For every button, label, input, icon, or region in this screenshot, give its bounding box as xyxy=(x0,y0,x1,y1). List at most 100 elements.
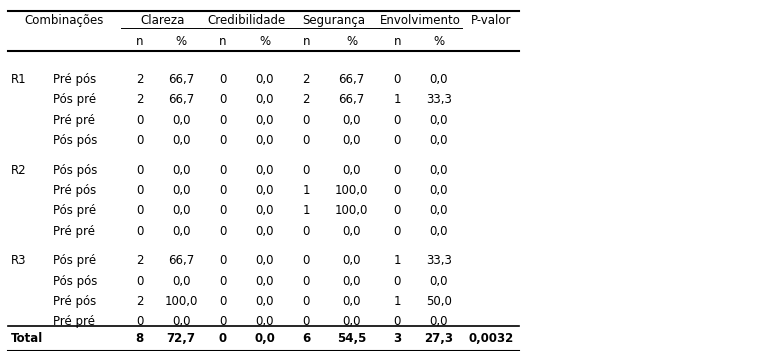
Text: 0,0: 0,0 xyxy=(255,164,274,177)
Text: 0,0: 0,0 xyxy=(255,204,274,217)
Text: n: n xyxy=(136,35,143,48)
Text: 0: 0 xyxy=(302,274,310,287)
Text: 2: 2 xyxy=(302,73,310,86)
Text: 0,0: 0,0 xyxy=(255,315,274,328)
Text: 0,0: 0,0 xyxy=(343,295,361,308)
Text: 50,0: 50,0 xyxy=(426,295,452,308)
Text: 0: 0 xyxy=(219,73,227,86)
Text: 2: 2 xyxy=(136,73,143,86)
Text: 0: 0 xyxy=(136,204,143,217)
Text: 2: 2 xyxy=(136,295,143,308)
Text: 66,7: 66,7 xyxy=(168,93,194,106)
Text: 0,0: 0,0 xyxy=(343,225,361,238)
Text: 0: 0 xyxy=(302,164,310,177)
Text: 3: 3 xyxy=(393,332,401,345)
Text: %: % xyxy=(346,35,357,48)
Text: 100,0: 100,0 xyxy=(335,184,368,197)
Text: 66,7: 66,7 xyxy=(339,93,365,106)
Text: 0: 0 xyxy=(393,134,401,147)
Text: P-valor: P-valor xyxy=(471,14,511,27)
Text: 0,0: 0,0 xyxy=(255,274,274,287)
Text: 0,0: 0,0 xyxy=(430,204,448,217)
Text: 0: 0 xyxy=(219,315,227,328)
Text: 0: 0 xyxy=(393,184,401,197)
Text: 0: 0 xyxy=(393,274,401,287)
Text: Pré pós: Pré pós xyxy=(53,73,96,86)
Text: n: n xyxy=(302,35,310,48)
Text: Pós pós: Pós pós xyxy=(53,134,98,147)
Text: 0,0: 0,0 xyxy=(343,254,361,267)
Text: 0,0032: 0,0032 xyxy=(468,332,513,345)
Text: 0,0: 0,0 xyxy=(430,114,448,127)
Text: 0: 0 xyxy=(219,204,227,217)
Text: 27,3: 27,3 xyxy=(424,332,453,345)
Text: Combinações: Combinações xyxy=(25,14,104,27)
Text: 0,0: 0,0 xyxy=(343,164,361,177)
Text: 1: 1 xyxy=(302,204,310,217)
Text: 0,0: 0,0 xyxy=(255,134,274,147)
Text: Credibilidade: Credibilidade xyxy=(207,14,286,27)
Text: 0,0: 0,0 xyxy=(343,114,361,127)
Text: 0,0: 0,0 xyxy=(430,274,448,287)
Text: %: % xyxy=(176,35,186,48)
Text: R1: R1 xyxy=(11,73,27,86)
Text: 0,0: 0,0 xyxy=(172,204,190,217)
Text: 54,5: 54,5 xyxy=(337,332,366,345)
Text: Pós pré: Pós pré xyxy=(53,204,96,217)
Text: Pós pré: Pós pré xyxy=(53,93,96,106)
Text: R3: R3 xyxy=(11,254,27,267)
Text: 0,0: 0,0 xyxy=(430,73,448,86)
Text: 0: 0 xyxy=(136,164,143,177)
Text: 0,0: 0,0 xyxy=(255,225,274,238)
Text: 0,0: 0,0 xyxy=(255,73,274,86)
Text: Pós pós: Pós pós xyxy=(53,164,98,177)
Text: 0,0: 0,0 xyxy=(255,184,274,197)
Text: 0: 0 xyxy=(136,274,143,287)
Text: 0: 0 xyxy=(136,225,143,238)
Text: 0: 0 xyxy=(219,274,227,287)
Text: 0,0: 0,0 xyxy=(172,184,190,197)
Text: 2: 2 xyxy=(136,93,143,106)
Text: 0,0: 0,0 xyxy=(172,315,190,328)
Text: 0: 0 xyxy=(219,93,227,106)
Text: 0,0: 0,0 xyxy=(430,315,448,328)
Text: Envolvimento: Envolvimento xyxy=(381,14,461,27)
Text: 66,7: 66,7 xyxy=(339,73,365,86)
Text: Pós pós: Pós pós xyxy=(53,274,98,287)
Text: 0: 0 xyxy=(136,315,143,328)
Text: 0: 0 xyxy=(219,134,227,147)
Text: 0: 0 xyxy=(302,134,310,147)
Text: 0: 0 xyxy=(219,295,227,308)
Text: 0,0: 0,0 xyxy=(172,134,190,147)
Text: 0: 0 xyxy=(302,254,310,267)
Text: 0: 0 xyxy=(393,73,401,86)
Text: 0: 0 xyxy=(393,315,401,328)
Text: 0,0: 0,0 xyxy=(430,164,448,177)
Text: 33,3: 33,3 xyxy=(426,93,452,106)
Text: 0,0: 0,0 xyxy=(343,134,361,147)
Text: R2: R2 xyxy=(11,164,27,177)
Text: 0,0: 0,0 xyxy=(255,114,274,127)
Text: 100,0: 100,0 xyxy=(164,295,198,308)
Text: 0: 0 xyxy=(136,184,143,197)
Text: 0: 0 xyxy=(136,114,143,127)
Text: 0,0: 0,0 xyxy=(255,295,274,308)
Text: 0: 0 xyxy=(219,164,227,177)
Text: 1: 1 xyxy=(393,93,401,106)
Text: 66,7: 66,7 xyxy=(168,73,194,86)
Text: 0,0: 0,0 xyxy=(172,164,190,177)
Text: 0,0: 0,0 xyxy=(430,225,448,238)
Text: 0,0: 0,0 xyxy=(430,184,448,197)
Text: 0,0: 0,0 xyxy=(255,254,274,267)
Text: 0: 0 xyxy=(302,114,310,127)
Text: %: % xyxy=(434,35,444,48)
Text: 0,0: 0,0 xyxy=(343,274,361,287)
Text: 0: 0 xyxy=(219,225,227,238)
Text: Pré pós: Pré pós xyxy=(53,295,96,308)
Text: 33,3: 33,3 xyxy=(426,254,452,267)
Text: Pré pré: Pré pré xyxy=(53,315,95,328)
Text: 0,0: 0,0 xyxy=(172,274,190,287)
Text: 0: 0 xyxy=(393,114,401,127)
Text: 0: 0 xyxy=(219,114,227,127)
Text: Pré pré: Pré pré xyxy=(53,114,95,127)
